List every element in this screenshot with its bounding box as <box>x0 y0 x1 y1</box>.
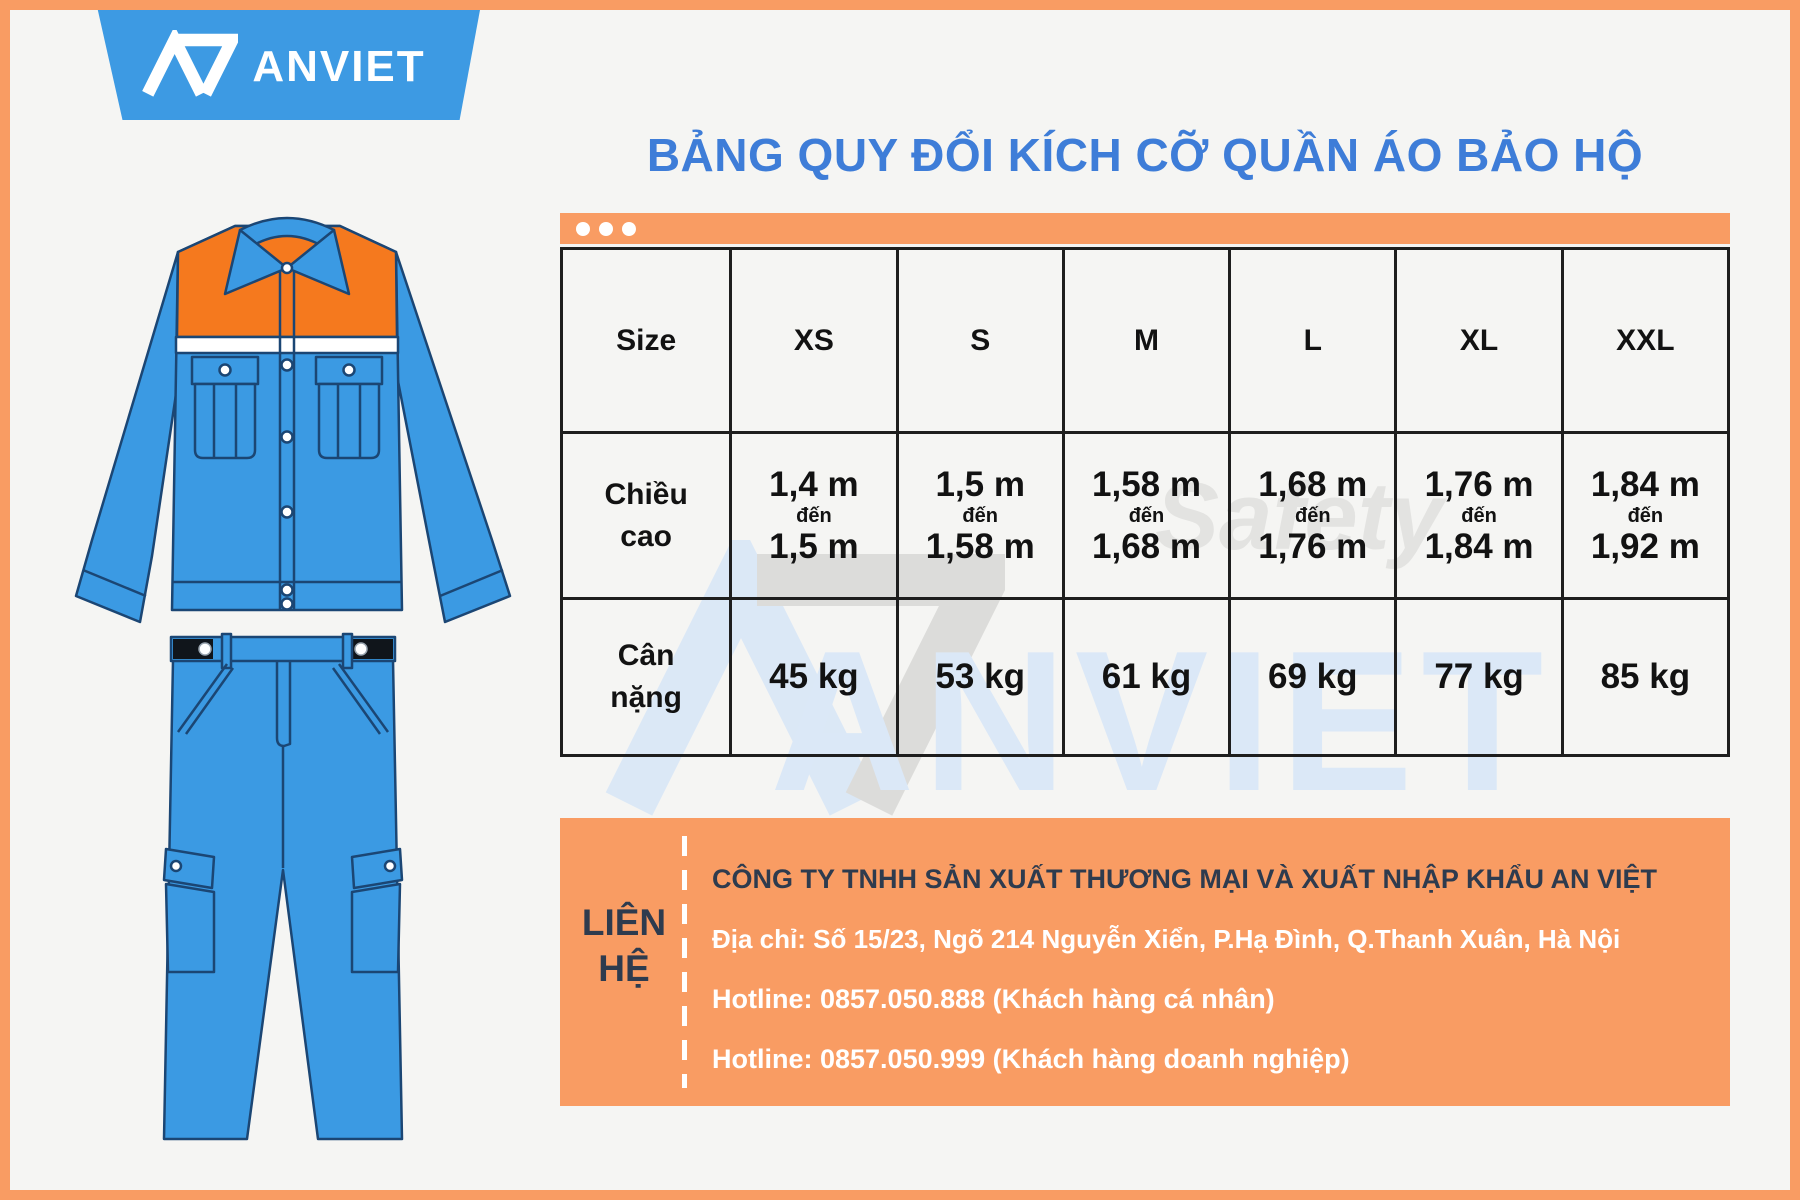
header-label: M <box>1133 323 1159 357</box>
weight-cell: 69 kg <box>1228 597 1395 754</box>
weight-cell: 53 kg <box>895 597 1062 754</box>
header-label: XS <box>793 323 834 357</box>
table-header-cell: XL <box>1394 250 1560 431</box>
brand-banner: ANVIET <box>97 10 480 120</box>
uniform-pants-illustration <box>162 632 404 1141</box>
header-label: XL <box>1459 323 1499 357</box>
table-header-cell: L <box>1228 250 1394 431</box>
height-row-label: Chiều cao <box>563 431 730 597</box>
company-name: CÔNG TY TNHH SẢN XUẤT THƯƠNG MẠI VÀ XUẤT… <box>712 864 1657 894</box>
window-dot <box>622 221 636 236</box>
header-label: L <box>1303 323 1322 357</box>
page-background: ANVIET BẢNG QUY ĐỔI KÍCH CỠ QUẦN ÁO BẢO … <box>10 10 1790 1190</box>
page-title: BẢNG QUY ĐỔI KÍCH CỠ QUẦN ÁO BẢO HỘ <box>646 129 1644 181</box>
dashed-divider <box>682 836 687 1088</box>
table-header-cell: S <box>895 250 1062 431</box>
table-header-cell: XS <box>729 250 895 431</box>
contact-box: LIÊN HỆ CÔNG TY TNHH SẢN XUẤT THƯƠNG MẠI… <box>560 818 1730 1106</box>
window-dot <box>576 221 590 236</box>
height-cell: 1,58 m đến 1,68 m <box>1061 431 1229 597</box>
contact-label: LIÊN HỆ <box>581 902 667 989</box>
brand-name: ANVIET <box>252 42 426 91</box>
watermark-logo-icon <box>605 540 1005 816</box>
hotline-personal: Hotline: 0857.050.888 (Khách hàng cá nhâ… <box>712 984 1275 1014</box>
table-header-cell: XXL <box>1560 250 1727 431</box>
window-dot <box>599 221 613 236</box>
header-label: XXL <box>1616 323 1675 357</box>
height-cell: 1,84 m đến 1,92 m <box>1560 431 1727 597</box>
height-cell: 1,5 m đến 1,58 m <box>895 431 1062 597</box>
height-cell: 1,76 m đến 1,84 m <box>1394 431 1561 597</box>
address-line: Địa chỉ: Số 15/23, Ngõ 214 Nguyễn Xiển, … <box>712 924 1621 954</box>
size-table: Size XS S M L XL XXL Chiều cao 1,4 m đến… <box>560 247 1730 757</box>
weight-cell: 85 kg <box>1560 597 1727 754</box>
hotline-business: Hotline: 0857.050.999 (Khách hàng doanh … <box>712 1044 1350 1074</box>
table-header-cell: M <box>1061 250 1228 431</box>
weight-row-label: Cân nặng <box>563 597 730 754</box>
height-cell: 1,4 m đến 1,5 m <box>729 431 896 597</box>
weight-cell: 45 kg <box>729 597 896 754</box>
weight-cell: 77 kg <box>1394 597 1561 754</box>
table-header-cell: Size <box>563 250 729 431</box>
uniform-jacket-illustration <box>74 216 512 624</box>
window-bar <box>560 213 1730 244</box>
height-cell: 1,68 m đến 1,76 m <box>1228 431 1395 597</box>
header-label: Size <box>616 323 677 357</box>
header-label: S <box>970 323 991 357</box>
weight-cell: 61 kg <box>1061 597 1229 754</box>
brand-logo-icon <box>142 30 239 97</box>
watermark-anviet: ANVIET <box>770 610 1552 833</box>
